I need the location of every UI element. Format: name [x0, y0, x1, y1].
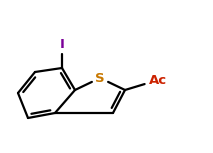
Text: S: S	[95, 71, 105, 84]
Text: Ac: Ac	[149, 73, 167, 86]
Text: I: I	[60, 39, 65, 52]
